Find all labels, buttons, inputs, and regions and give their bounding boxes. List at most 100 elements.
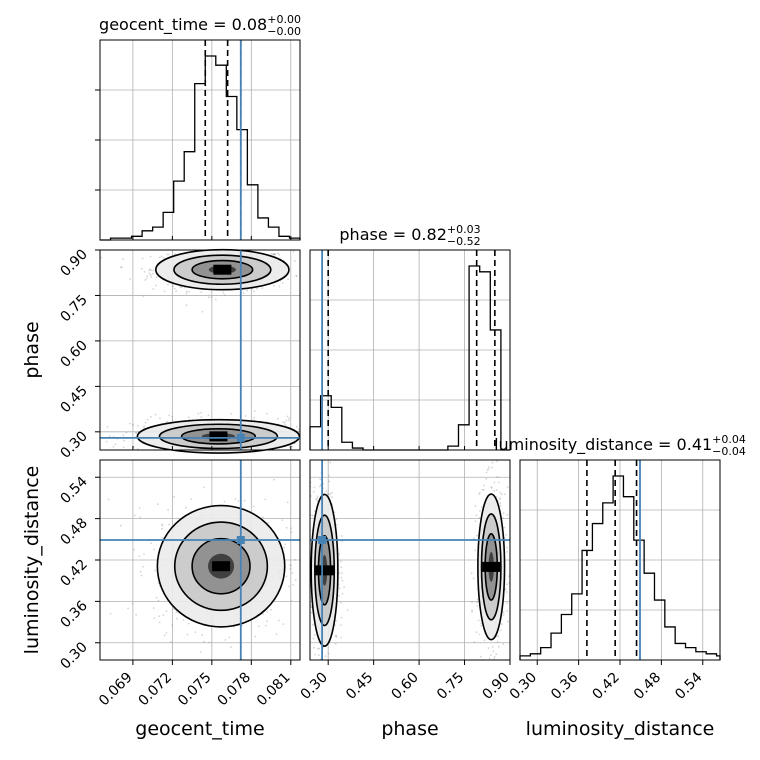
histogram-phase [309,265,510,451]
sample-point [186,633,189,636]
title-phase-minus: −0.52 [447,235,481,248]
sample-point [152,288,155,290]
sample-point [335,620,337,622]
sample-point [123,439,125,442]
sample-point [282,623,285,625]
density-peak [209,431,228,442]
sample-point [506,486,509,488]
sample-point [288,585,290,588]
sample-point [315,498,317,501]
sample-point [316,497,319,500]
sample-point [131,602,134,605]
sample-point [166,253,169,256]
sample-point [314,653,316,656]
sample-point [237,500,240,502]
sample-point [270,608,272,611]
sample-point [338,587,341,590]
sample-point [482,488,485,491]
truth-marker [318,536,327,544]
sample-point [285,575,288,578]
sample-point [261,516,264,518]
sample-point [149,255,152,258]
sample-point [154,569,157,572]
sample-point [203,640,205,643]
sample-point [278,253,281,256]
sample-point [168,523,170,526]
y-tick-label: 0.30 [57,428,90,461]
sample-point [480,625,483,627]
x-tick-label: 0.069 [96,670,136,710]
sample-point [331,496,333,499]
sample-point [270,252,273,255]
sample-point [243,499,246,502]
sample-point [313,646,315,649]
sample-point [478,516,481,519]
sample-point [252,290,255,293]
sample-point [171,624,174,626]
sample-point [340,601,342,604]
sample-point [155,276,158,279]
sample-point [294,260,296,262]
sample-point [326,493,329,495]
sample-point [155,284,158,287]
sample-point [132,423,134,426]
sample-point [122,434,125,437]
sample-point [481,488,484,491]
panel-geocent_time-vs-luminosity_distance [100,460,300,660]
sample-point [258,625,260,628]
sample-point [329,461,332,464]
sample-point [176,617,179,620]
sample-point [341,572,343,575]
sample-point [175,290,178,293]
sample-point [272,253,275,256]
sample-point [281,282,284,284]
y-tick-label: 0.36 [57,598,90,631]
sample-point [275,633,278,635]
x-axis-label-phase: phase [381,718,438,740]
sample-point [150,415,152,418]
x-axis-label-geocent_time: geocent_time [135,718,264,740]
y-tick-label: 0.42 [57,557,90,590]
sample-point [194,631,197,633]
sample-point [289,564,292,566]
sample-point [187,622,190,625]
sample-point [187,416,190,419]
sample-point [313,634,316,636]
sample-point [470,572,473,575]
sample-point [224,639,227,641]
sample-point [143,271,146,273]
sample-point [290,564,292,567]
sample-point [506,591,508,593]
sample-point [499,504,502,507]
sample-point [487,647,490,649]
sample-point [162,614,165,616]
sample-point [480,655,482,658]
sample-point [474,520,477,523]
sample-point [273,253,276,255]
sample-point [502,643,505,646]
sample-point [294,558,296,561]
sample-point [253,416,255,419]
sample-point [129,278,132,280]
sample-point [172,285,175,288]
sample-point [334,635,337,637]
sample-point [316,499,318,502]
sample-point [273,478,275,481]
sample-point [149,274,152,277]
sample-point [507,620,509,623]
sample-point [328,480,331,483]
sample-point [291,445,294,448]
sample-point [506,602,508,605]
sample-point [157,599,160,602]
sample-point [496,460,498,463]
sample-point [161,527,163,530]
panel-geocent_time-vs-phase [100,248,301,454]
sample-point [291,572,294,574]
sample-point [272,284,275,287]
truth-marker [236,433,245,442]
sample-point [311,624,314,626]
sample-point [313,486,316,489]
sample-point [201,310,204,313]
sample-point [499,629,502,632]
sample-point [173,496,176,498]
